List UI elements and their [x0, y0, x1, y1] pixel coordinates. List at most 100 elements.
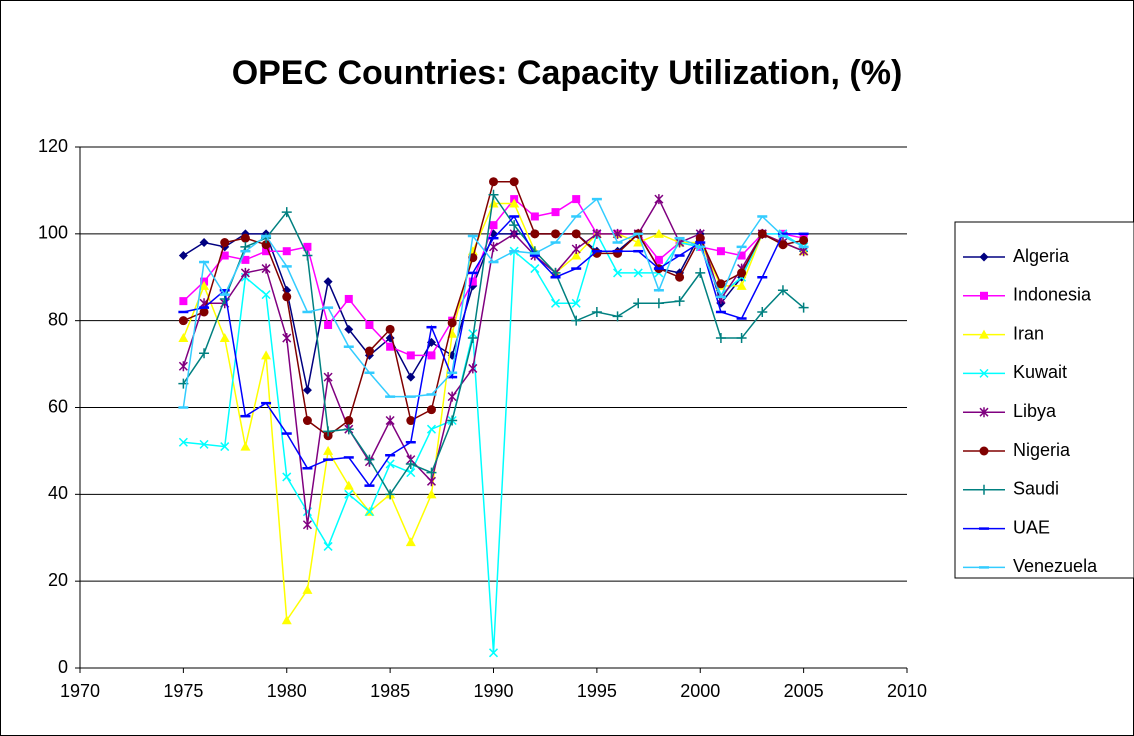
marker	[777, 285, 788, 296]
marker	[405, 458, 416, 469]
y-tick-label: 120	[38, 136, 68, 156]
x-tick-label: 2005	[784, 681, 824, 701]
marker	[551, 208, 560, 217]
x-tick-label: 1985	[370, 681, 410, 701]
legend-label: Libya	[1013, 401, 1057, 421]
marker	[592, 228, 602, 239]
marker	[530, 264, 540, 274]
chart-title: OPEC Countries: Capacity Utilization, (%…	[232, 54, 903, 92]
marker	[282, 472, 292, 482]
marker	[282, 292, 292, 302]
marker	[572, 195, 581, 204]
marker	[737, 268, 747, 278]
marker	[571, 250, 582, 260]
marker	[509, 198, 520, 208]
marker	[571, 298, 581, 308]
marker	[282, 333, 292, 344]
marker	[653, 298, 664, 309]
legend-label: Kuwait	[1013, 362, 1067, 382]
legend-label: Iran	[1013, 323, 1044, 343]
marker	[979, 252, 989, 262]
marker	[240, 233, 250, 243]
marker	[489, 221, 498, 230]
marker	[509, 228, 519, 239]
marker	[302, 584, 313, 594]
marker	[799, 235, 809, 245]
marker	[199, 348, 210, 359]
marker	[302, 416, 312, 426]
marker	[571, 315, 582, 326]
marker	[406, 372, 416, 382]
legend-label: Algeria	[1013, 246, 1070, 266]
marker	[323, 445, 334, 455]
legend-label: Saudi	[1013, 479, 1059, 499]
marker	[488, 189, 499, 200]
legend-label: Indonesia	[1013, 285, 1092, 305]
marker	[323, 426, 334, 437]
marker	[364, 454, 375, 465]
marker	[675, 272, 685, 282]
marker	[343, 480, 354, 490]
y-tick-label: 80	[48, 309, 68, 329]
marker	[365, 321, 374, 330]
y-tick-label: 60	[48, 396, 68, 416]
marker	[178, 437, 188, 447]
marker	[220, 442, 230, 452]
marker	[654, 255, 663, 264]
marker	[488, 241, 499, 252]
legend-label: Nigeria	[1013, 440, 1071, 460]
marker	[323, 372, 333, 383]
marker	[302, 385, 312, 395]
marker	[344, 416, 354, 426]
marker	[364, 346, 374, 356]
marker	[199, 280, 210, 290]
marker	[488, 648, 499, 658]
marker	[716, 247, 725, 256]
marker	[385, 459, 395, 469]
marker	[303, 242, 312, 251]
y-tick-label: 40	[48, 483, 68, 503]
marker	[261, 240, 271, 250]
marker	[591, 306, 602, 317]
marker	[613, 268, 623, 278]
marker	[406, 468, 416, 478]
marker	[426, 405, 436, 415]
x-tick-label: 1975	[163, 681, 203, 701]
marker	[261, 350, 272, 360]
marker	[344, 324, 354, 334]
marker	[979, 368, 989, 378]
legend-label: UAE	[1013, 517, 1050, 537]
marker	[344, 489, 354, 499]
marker	[979, 446, 989, 456]
x-tick-label: 2010	[887, 681, 927, 701]
marker	[530, 212, 539, 221]
legend-box	[954, 221, 1134, 579]
marker	[261, 290, 271, 300]
marker	[612, 311, 623, 322]
marker	[509, 177, 519, 187]
marker	[468, 363, 478, 374]
marker	[757, 229, 767, 239]
marker	[426, 467, 437, 478]
marker	[405, 537, 416, 547]
marker	[240, 267, 250, 278]
marker	[633, 298, 644, 309]
marker	[426, 489, 437, 499]
marker	[571, 244, 581, 255]
marker	[178, 251, 188, 261]
marker	[302, 250, 313, 261]
marker	[550, 298, 561, 308]
marker	[199, 238, 209, 248]
marker	[778, 240, 788, 250]
marker	[282, 247, 291, 256]
marker	[199, 307, 209, 317]
marker	[447, 318, 457, 328]
marker	[571, 229, 581, 239]
marker	[323, 541, 333, 551]
marker	[979, 329, 989, 339]
marker	[979, 484, 989, 495]
marker	[488, 198, 499, 208]
marker	[406, 351, 415, 360]
marker	[385, 415, 395, 426]
